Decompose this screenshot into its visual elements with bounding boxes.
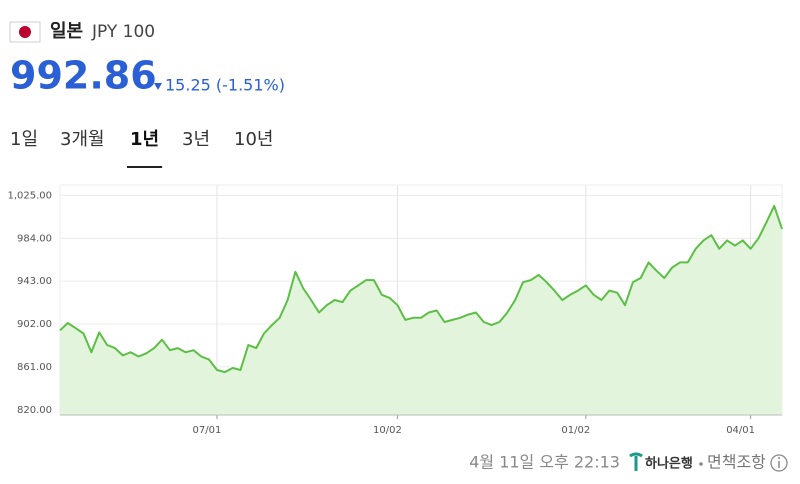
flag-sun <box>19 26 31 38</box>
bank-name: 하나은행 <box>645 456 693 472</box>
y-tick-label: 820.00 <box>17 405 52 416</box>
country: 일본 <box>50 21 83 42</box>
change: 15.25 (-1.51%) <box>165 76 285 95</box>
info-icon-dot <box>778 457 780 459</box>
tab[interactable]: 1일 <box>10 129 38 150</box>
area-fill <box>60 205 782 415</box>
x-tick-label: 07/01 <box>193 425 222 436</box>
tab[interactable]: 1년 <box>130 129 159 150</box>
bank-logo <box>629 452 643 471</box>
disclaimer[interactable]: 면책조항 <box>707 453 766 472</box>
separator <box>699 462 703 466</box>
price: 992.86 <box>10 54 157 98</box>
y-tick-label: 861.00 <box>17 362 52 373</box>
down-arrow <box>154 83 162 90</box>
y-tick-label: 902.00 <box>17 319 52 330</box>
tab[interactable]: 3년 <box>182 129 210 150</box>
x-tick-label: 01/02 <box>561 425 590 436</box>
info-icon[interactable] <box>770 454 788 472</box>
price-line <box>59 204 783 374</box>
chart: 820.00 861.00 902.00 943.00 984.00 1,025.00 07… <box>7 184 783 436</box>
footer: 4월 11일 오후 22:13 하나은행 면책조항 <box>469 452 788 472</box>
tabs: 1일 3개월 1년 3년 10년 <box>10 129 273 168</box>
x-tick-label: 04/01 <box>726 425 755 436</box>
tab[interactable]: 10년 <box>234 129 273 150</box>
currency: JPY 100 <box>91 22 155 42</box>
timestamp: 4월 11일 오후 22:13 <box>469 453 620 472</box>
y-tick-label: 943.00 <box>17 276 52 287</box>
x-tick-label: 10/02 <box>373 425 402 436</box>
y-tick-label: 1,025.00 <box>7 190 52 201</box>
y-tick-label: 984.00 <box>17 233 52 244</box>
tab[interactable]: 3개월 <box>60 129 105 150</box>
